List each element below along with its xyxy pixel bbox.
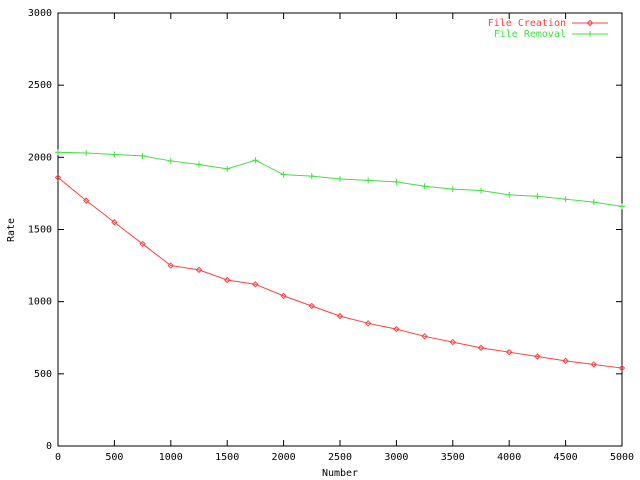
legend-label: File Removal [494,29,566,40]
legend-item: File Creation [488,18,608,29]
data-point [449,338,457,346]
legend-item: File Removal [494,29,608,40]
x-tick-label: 3500 [441,452,465,463]
data-point [337,175,343,182]
data-point [421,183,428,190]
series-layer [54,149,626,372]
y-tick-label: 2500 [28,80,52,91]
y-axis-title: Rate [6,218,17,242]
series-0 [54,174,626,372]
x-tick-label: 4500 [554,452,578,463]
y-tick-labels: 0 500 1000 1500 2000 2500 3000 [28,8,52,452]
data-point [364,320,372,327]
x-tick-label: 2500 [328,452,352,463]
data-point [83,150,90,157]
data-point [252,157,259,164]
data-point [619,203,625,210]
data-point [562,196,569,203]
data-point [223,276,231,284]
data-point [224,165,231,172]
data-point [590,361,598,368]
axis-ticks [57,12,623,447]
data-point [506,191,513,198]
x-tick-label: 1000 [159,452,183,463]
data-point [534,353,541,360]
legend-label: File Creation [488,18,566,29]
data-point [111,151,118,158]
x-tick-label: 1500 [215,452,239,463]
legend-marker [587,31,593,37]
data-point [477,344,485,352]
y-tick-label: 1000 [28,297,52,308]
data-point [308,302,316,310]
data-point [449,186,456,193]
data-point [139,240,146,248]
data-point [562,357,569,365]
x-tick-labels: 0 500 1000 1500 2000 2500 3000 3500 4000 4500 5000 [55,452,634,463]
plot-frame [57,12,623,447]
data-point [82,197,90,204]
x-tick-label: 2000 [272,452,296,463]
x-tick-label: 3000 [384,452,408,463]
data-point [478,187,484,194]
series-line [57,177,623,369]
y-tick-label: 3000 [28,8,52,19]
x-tick-label: 4000 [497,452,521,463]
data-point [393,178,400,185]
data-point [336,312,344,320]
data-point [167,262,175,269]
data-point [196,161,202,168]
data-point [421,333,428,340]
x-axis-title: Number [322,468,358,479]
x-tick-label: 500 [105,452,123,463]
data-point [590,199,597,206]
data-point [618,364,626,372]
data-point [252,281,259,288]
y-tick-label: 0 [46,441,52,452]
x-tick-label: 5000 [610,452,634,463]
data-point [280,171,287,178]
x-tick-label: 0 [55,452,61,463]
data-point [308,173,315,180]
data-point [365,177,372,184]
legend-marker [586,19,594,27]
data-point [54,174,62,181]
data-point [111,219,118,226]
data-point [505,348,513,356]
data-point [393,325,400,333]
data-point [195,266,203,274]
y-tick-label: 500 [34,369,52,380]
data-point [167,157,174,164]
y-tick-label: 1500 [28,225,52,236]
data-point [280,292,287,300]
y-tick-label: 2000 [28,152,52,163]
data-point [534,193,541,200]
series-1 [55,149,625,210]
data-point [55,149,61,156]
data-point [139,152,146,159]
